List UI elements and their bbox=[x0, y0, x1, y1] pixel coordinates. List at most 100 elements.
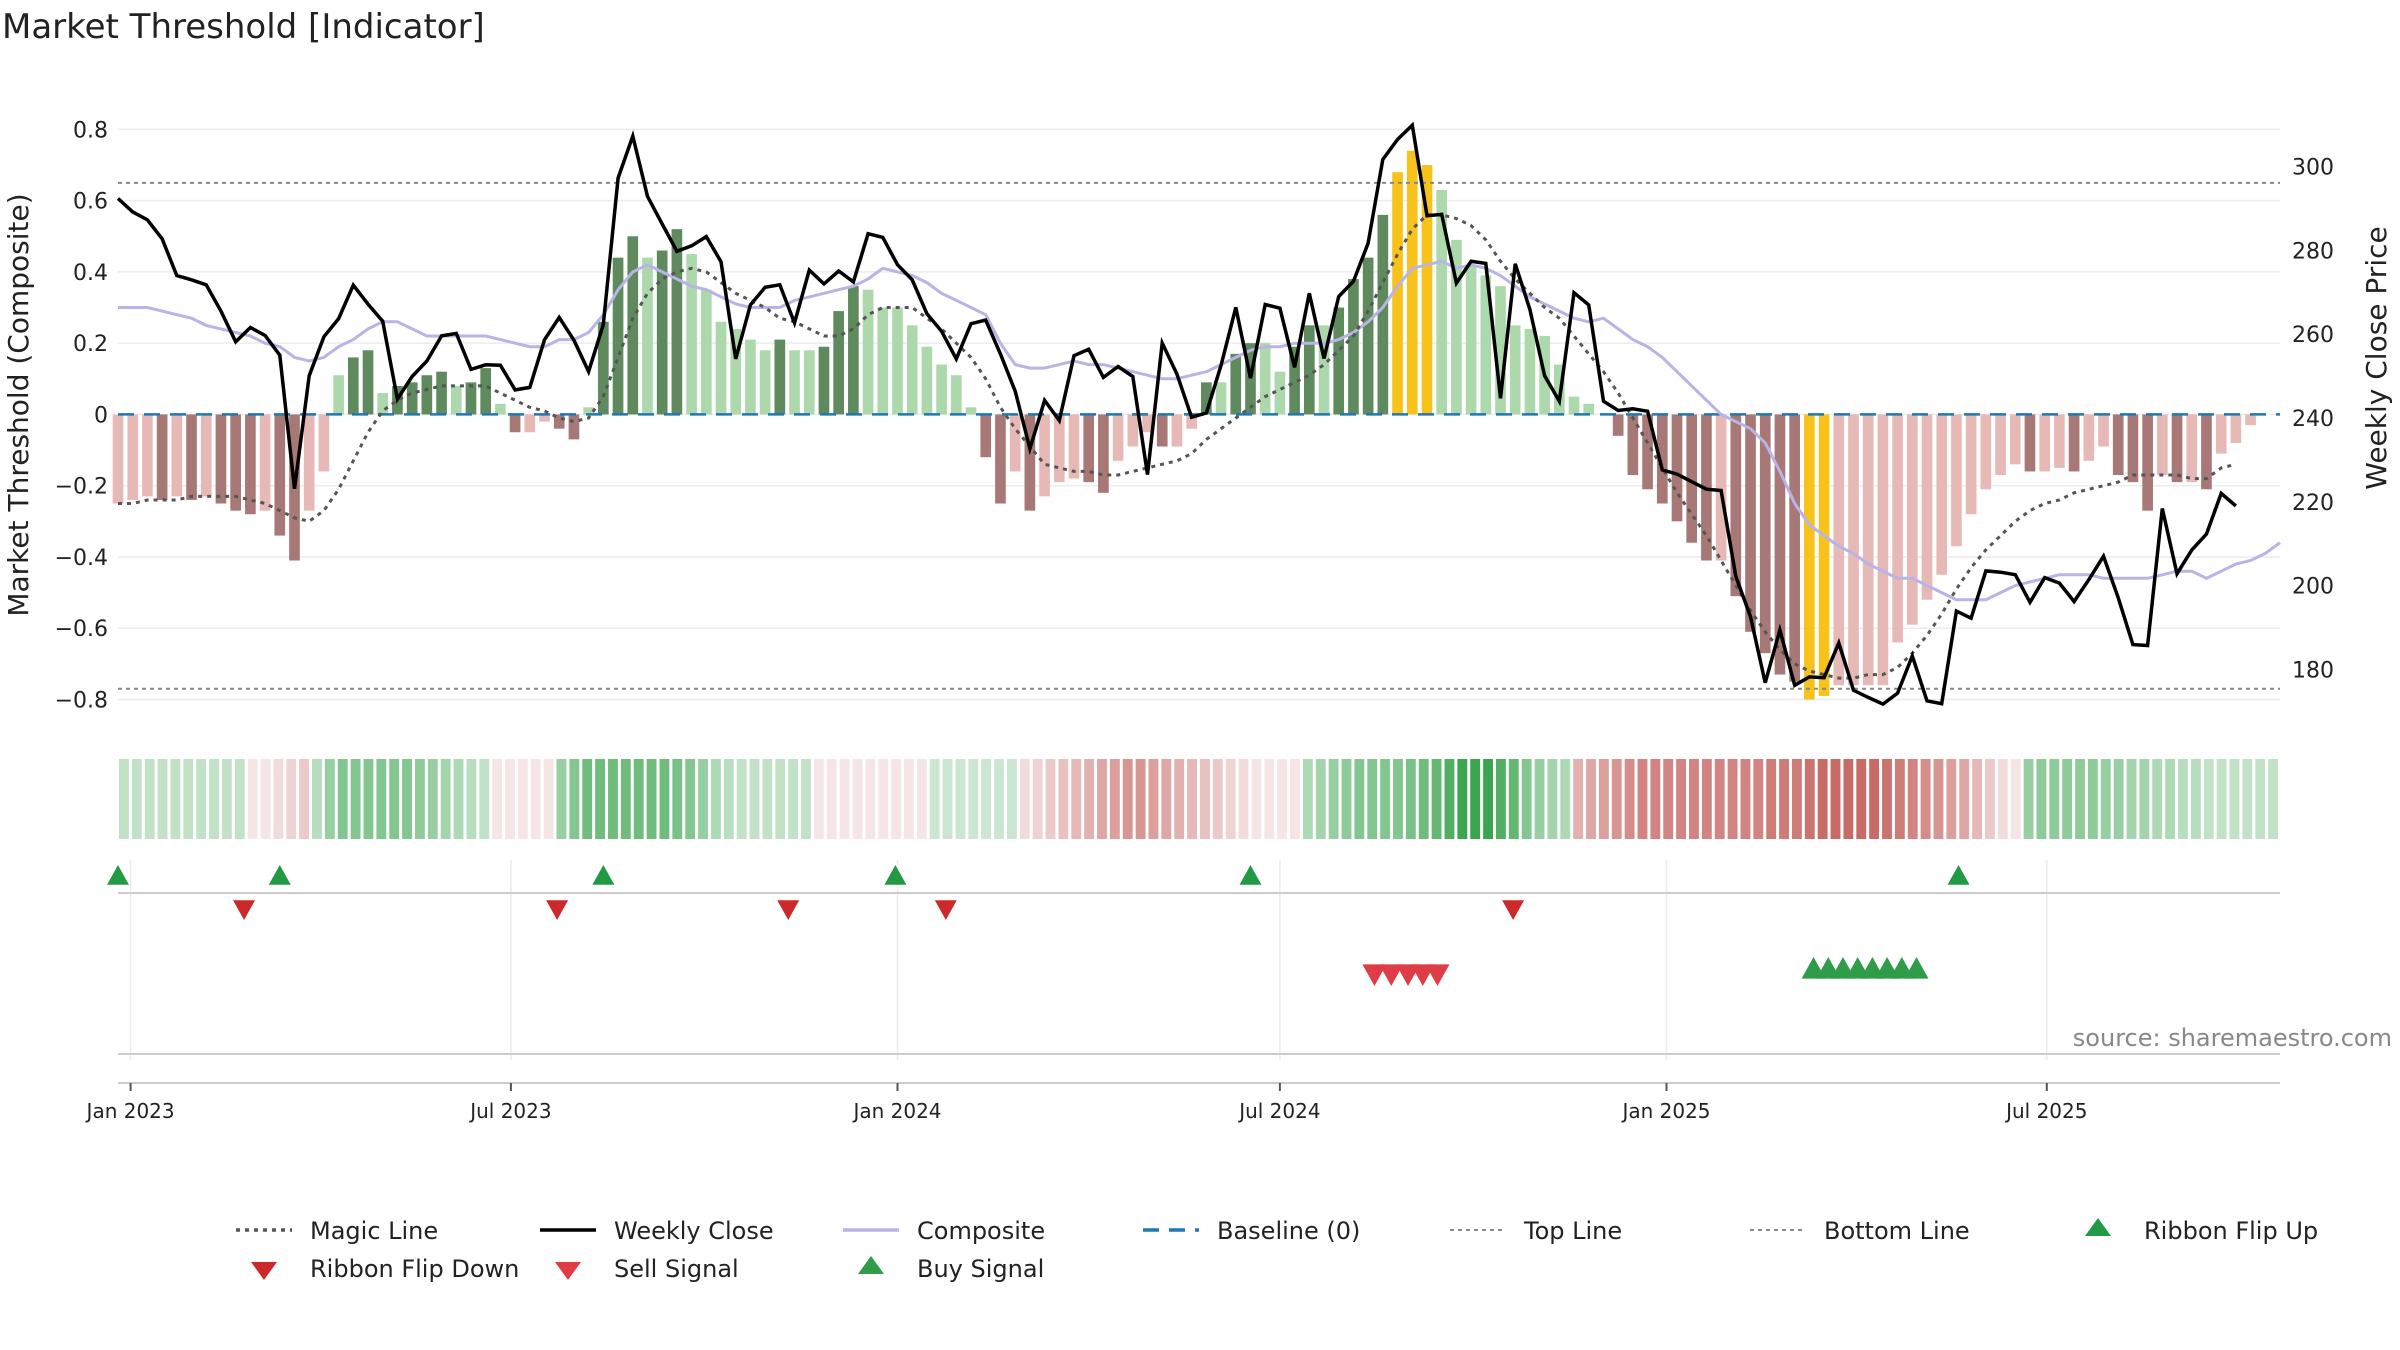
ribbon-cell bbox=[1032, 759, 1043, 839]
ribbon-cell bbox=[1779, 759, 1789, 839]
ribbon-cell bbox=[1997, 759, 2008, 839]
ribbon-cell bbox=[402, 759, 412, 839]
ribbon-cell bbox=[1959, 759, 1970, 839]
composite-bar bbox=[303, 414, 315, 511]
ribbon-cell bbox=[994, 759, 1004, 839]
composite-bar bbox=[509, 414, 521, 433]
composite-bar bbox=[1965, 414, 1977, 515]
composite-bar bbox=[1715, 414, 1727, 561]
ribbon-cell bbox=[440, 759, 451, 839]
composite-bar bbox=[833, 311, 844, 415]
composite-bar bbox=[995, 414, 1006, 504]
weekly-close-line bbox=[116, 121, 2238, 707]
ribbon-cell bbox=[1521, 759, 1532, 839]
legend-label: Ribbon Flip Down bbox=[310, 1255, 519, 1283]
ribbon-cell bbox=[723, 759, 734, 839]
composite-bar bbox=[1053, 414, 1065, 483]
ribbon-cell bbox=[1354, 759, 1365, 839]
ribbon-cell bbox=[324, 759, 335, 839]
y-tick-label: −0.6 bbox=[55, 617, 108, 642]
ribbon-cell bbox=[749, 759, 760, 839]
ribbon-cell bbox=[209, 759, 219, 839]
ribbon-cell bbox=[2062, 759, 2073, 839]
y-axis-label: Market Threshold (Composite) bbox=[2, 193, 35, 616]
ribbon-cell bbox=[1766, 759, 1777, 839]
ribbon-cell bbox=[119, 759, 129, 839]
ribbon-cell bbox=[710, 759, 721, 839]
ribbon-cell bbox=[530, 759, 541, 839]
ribbon-cell bbox=[1109, 759, 1120, 839]
composite-bar bbox=[1495, 286, 1506, 415]
composite-bar bbox=[789, 350, 800, 415]
ribbon-cell bbox=[1006, 759, 1017, 839]
ribbon-cell bbox=[698, 759, 708, 839]
y2-tick-label: 220 bbox=[2292, 491, 2334, 516]
ribbon-cell bbox=[788, 759, 799, 839]
ribbon-cell bbox=[1161, 759, 1172, 839]
composite-bar bbox=[1009, 414, 1021, 472]
ribbon-cell bbox=[2216, 759, 2227, 839]
composite-bar bbox=[524, 414, 536, 433]
ribbon-cell bbox=[1122, 759, 1133, 839]
y-tick-label: 0 bbox=[94, 403, 108, 428]
ribbon-cell bbox=[659, 759, 670, 839]
composite-bar bbox=[1215, 382, 1227, 415]
composite-bar bbox=[1127, 414, 1139, 447]
composite-bar bbox=[2098, 414, 2109, 447]
ribbon-cell bbox=[1920, 759, 1931, 839]
ribbon-flip-down-marker bbox=[546, 900, 569, 920]
composite-bar bbox=[1848, 414, 1859, 686]
ribbon-flip-down-marker bbox=[233, 900, 256, 920]
ribbon-cell bbox=[1380, 759, 1391, 839]
ribbon-cell bbox=[2126, 759, 2137, 839]
composite-bar bbox=[921, 346, 933, 415]
composite-bar bbox=[2083, 414, 2095, 461]
ribbon-cell bbox=[633, 759, 644, 839]
legend-label: Sell Signal bbox=[614, 1255, 739, 1283]
ribbon-cell bbox=[2229, 759, 2240, 839]
ribbon-cell bbox=[891, 759, 902, 839]
magic-line bbox=[118, 213, 2237, 680]
composite-bar bbox=[936, 364, 947, 415]
composite-bar bbox=[406, 382, 418, 415]
composite-bar bbox=[950, 375, 962, 415]
ribbon-cell bbox=[234, 759, 245, 839]
ribbon-cell bbox=[2139, 759, 2150, 839]
ribbon-cell bbox=[2010, 759, 2021, 839]
ribbon-cell bbox=[1869, 759, 1880, 839]
ribbon-cell bbox=[2178, 759, 2188, 839]
composite-bar bbox=[1274, 371, 1286, 415]
x-tick-label: Jan 2025 bbox=[1620, 1099, 1710, 1123]
ribbon-cell bbox=[492, 759, 503, 839]
ribbon-cell bbox=[1341, 759, 1352, 839]
ribbon-cell bbox=[260, 759, 271, 839]
ribbon-cell bbox=[157, 759, 168, 839]
composite-bar bbox=[539, 414, 550, 422]
composite-bar bbox=[171, 414, 183, 497]
composite-bar bbox=[2127, 414, 2139, 483]
ribbon-cell bbox=[2075, 759, 2085, 839]
ribbon-cell bbox=[1611, 759, 1622, 839]
ribbon-cell bbox=[2255, 759, 2266, 839]
ribbon-cell bbox=[762, 759, 773, 839]
composite-bar bbox=[1186, 414, 1197, 429]
composite-bar bbox=[656, 250, 668, 415]
ribbon-cell bbox=[170, 759, 181, 839]
ribbon-cell bbox=[1495, 759, 1506, 839]
y-tick-label: 0.6 bbox=[73, 190, 108, 215]
y-tick-label: −0.4 bbox=[55, 546, 108, 571]
composite-bar bbox=[2039, 414, 2051, 472]
ribbon-cell bbox=[2087, 759, 2098, 839]
ribbon-cell bbox=[1084, 759, 1095, 839]
ribbon-cell bbox=[1470, 759, 1481, 839]
ribbon-cell bbox=[2203, 759, 2214, 839]
composite-bar bbox=[745, 339, 756, 415]
composite-bar bbox=[1509, 325, 1521, 415]
y2-tick-label: 240 bbox=[2292, 407, 2334, 432]
ribbon-cell bbox=[1534, 759, 1545, 839]
composite-bar bbox=[1421, 165, 1433, 415]
ribbon-cell bbox=[1933, 759, 1944, 839]
legend-swatch bbox=[555, 1262, 581, 1280]
composite-bar bbox=[2009, 414, 2021, 465]
